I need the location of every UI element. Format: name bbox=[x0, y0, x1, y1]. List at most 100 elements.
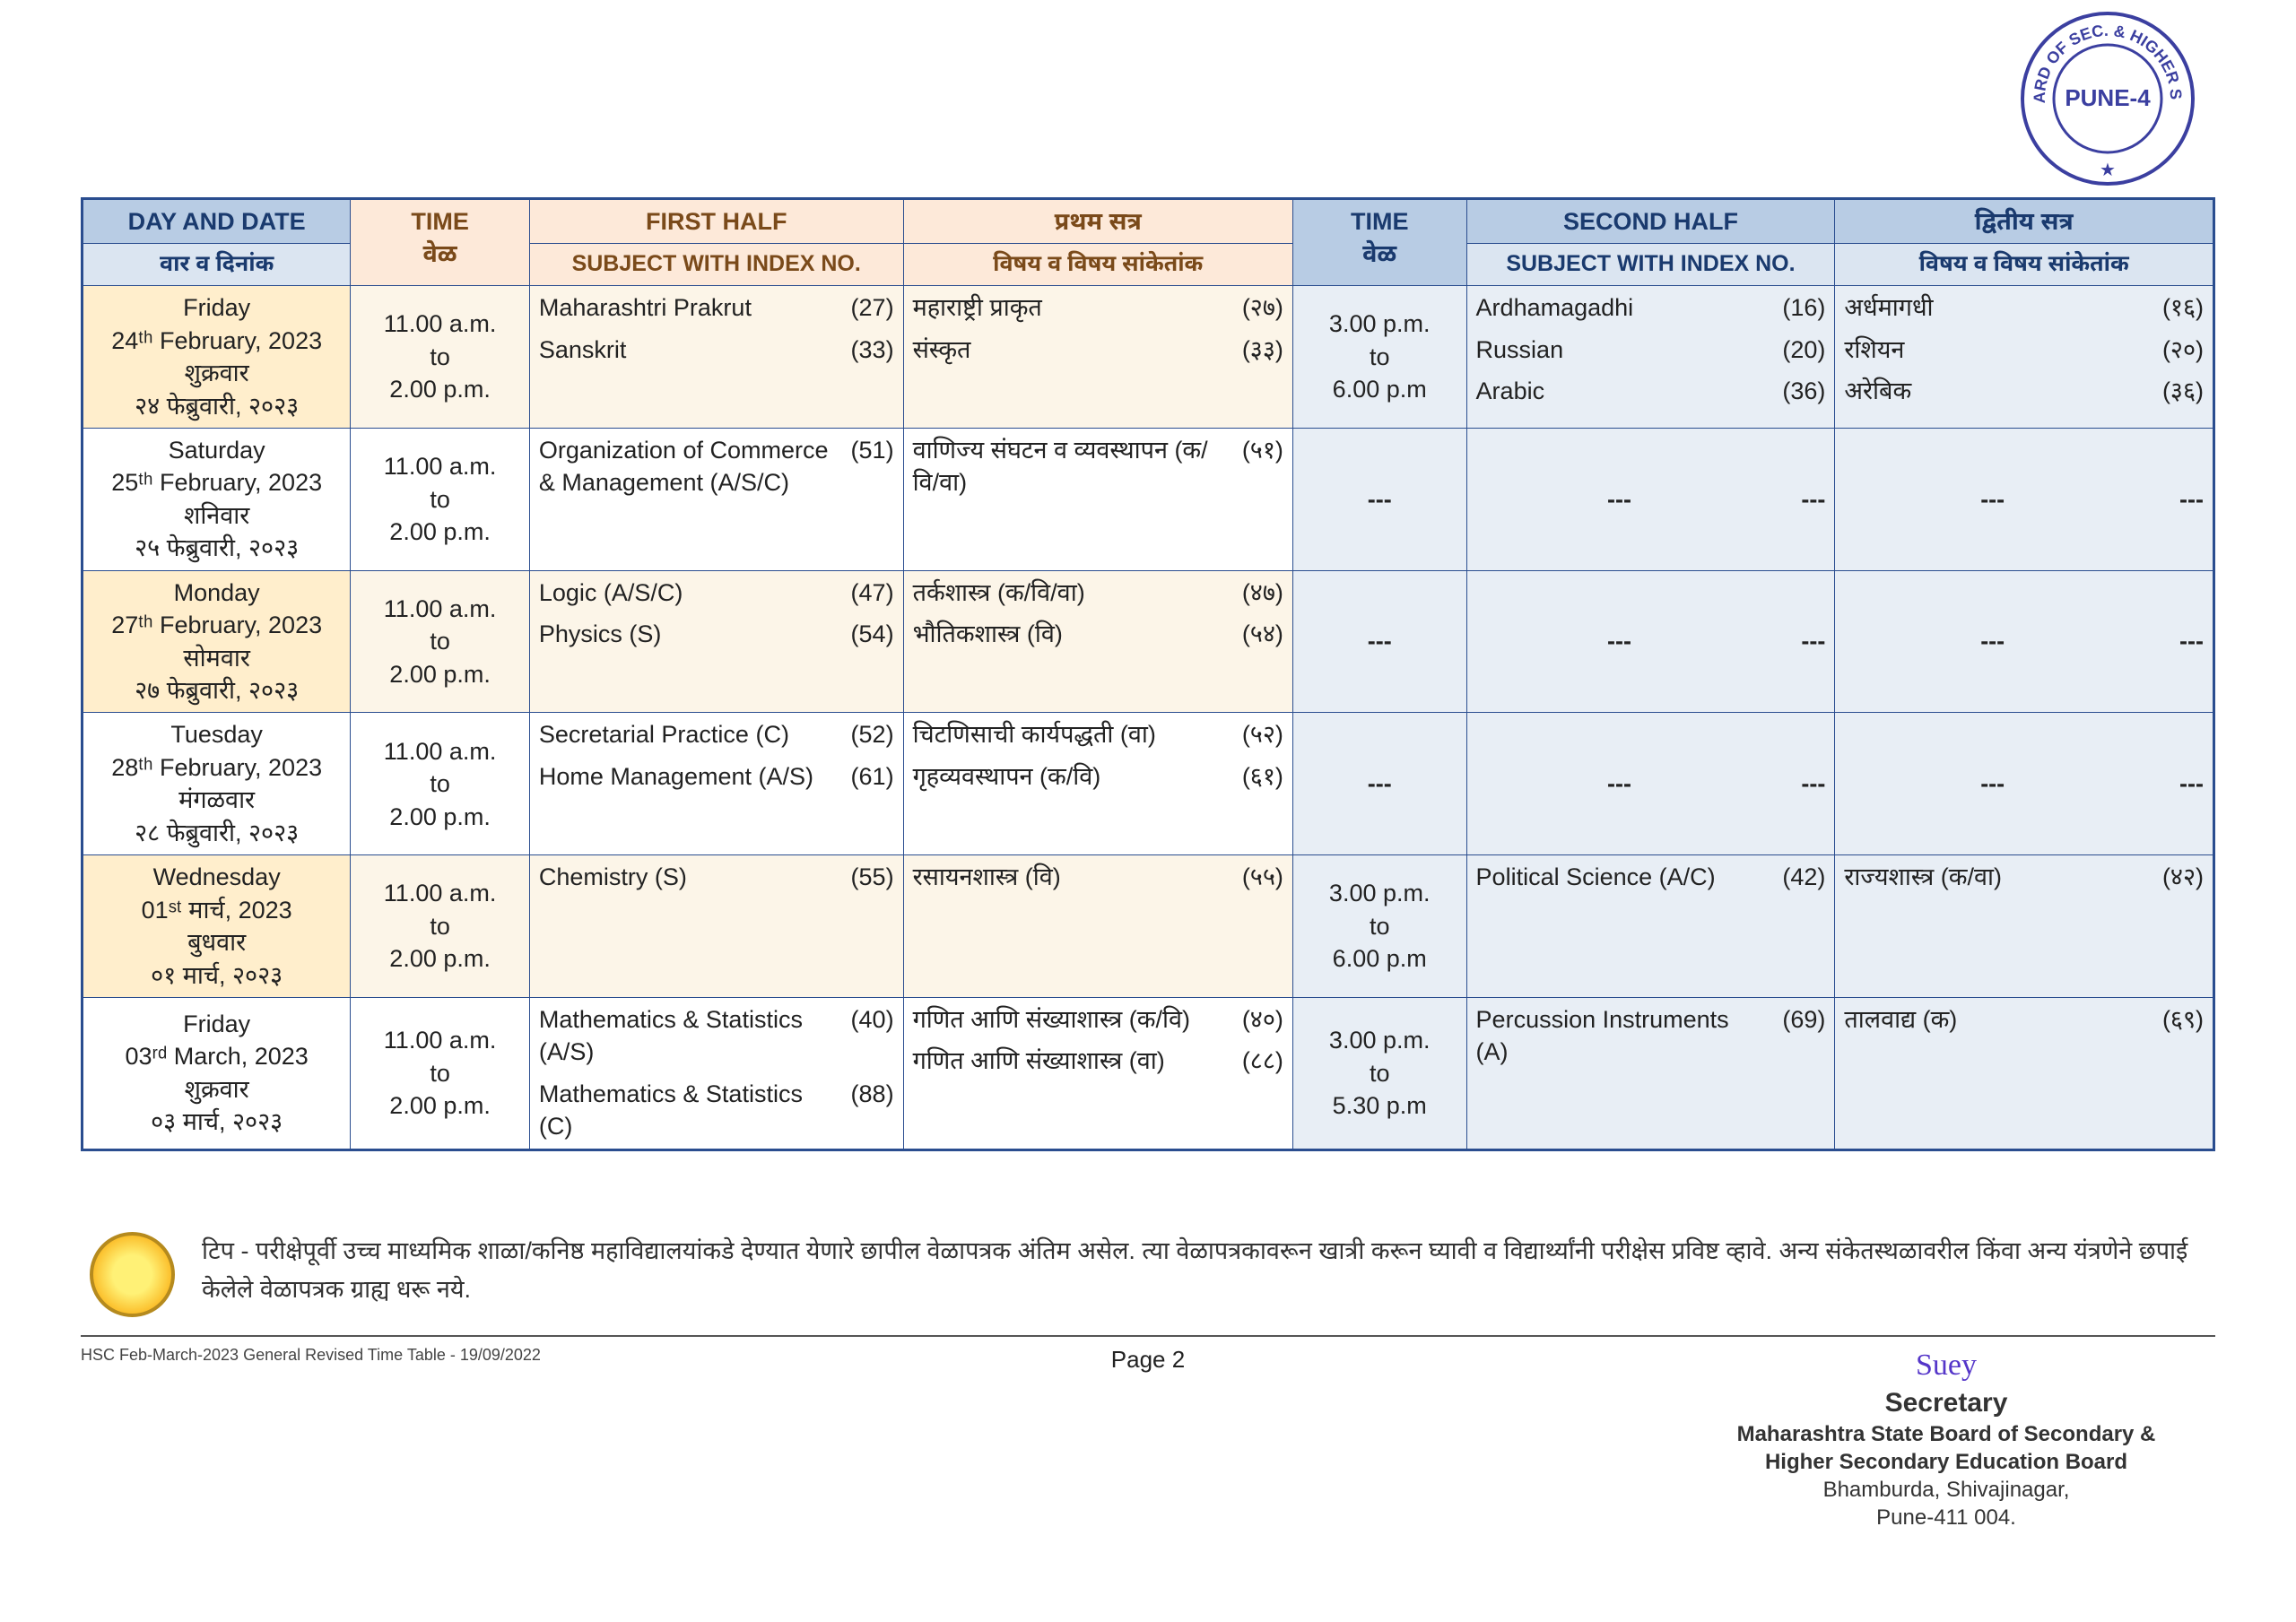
date-cell: Friday03ʳᵈ March, 2023शुक्रवार०३ मार्च, … bbox=[83, 997, 351, 1149]
second-en-empty: ------ bbox=[1466, 713, 1835, 855]
subject-cell: Percussion Instruments (A)(69) bbox=[1466, 997, 1835, 1149]
time1-cell: 11.00 a.m.to2.00 p.m. bbox=[351, 997, 530, 1149]
hdr-secondhalf-mr: द्वितीय सत्र bbox=[1835, 199, 2214, 244]
subject-name: Political Science (A/C) bbox=[1476, 861, 1763, 893]
subject-cell: Political Science (A/C)(42) bbox=[1466, 855, 1835, 998]
subject-cell: Secretarial Practice (C)(52)Home Managem… bbox=[529, 713, 903, 855]
subject-name: Arabic bbox=[1476, 375, 1763, 407]
hdr-time2: TIMEवेळ bbox=[1292, 199, 1466, 286]
time2-cell: 3.00 p.m.to6.00 p.m bbox=[1292, 286, 1466, 429]
subject-index: (३३) bbox=[1221, 334, 1283, 366]
subject-name: Sanskrit bbox=[539, 334, 831, 366]
hdr-subj2-en: SUBJECT WITH INDEX NO. bbox=[1466, 244, 1835, 286]
svg-text:★: ★ bbox=[2100, 160, 2116, 180]
subject-index: (५४) bbox=[1221, 618, 1283, 650]
footer-note: टिप - परीक्षेपूर्वी उच्च माध्यमिक शाळा/क… bbox=[81, 1232, 2215, 1317]
subject-cell: गणित आणि संख्याशास्त्र (क/वि)(४०)गणित आण… bbox=[903, 997, 1292, 1149]
subject-cell: वाणिज्य संघटन व व्यवस्थापन (क/वि/वा)(५१) bbox=[903, 428, 1292, 570]
second-mr-empty: ------ bbox=[1835, 570, 2214, 713]
subject-name: भौतिकशास्त्र (वि) bbox=[913, 618, 1221, 650]
time2-empty: --- bbox=[1292, 428, 1466, 570]
subject-index: (52) bbox=[831, 718, 894, 750]
table-row: Friday24ᵗʰ February, 2023शुक्रवार२४ फेब्… bbox=[83, 286, 2214, 429]
hdr-time1: TIMEवेळ bbox=[351, 199, 530, 286]
subject-name: Home Management (A/S) bbox=[539, 760, 831, 793]
subject-index: (४०) bbox=[1221, 1003, 1283, 1036]
divider bbox=[81, 1335, 2215, 1337]
subject-index: (२७) bbox=[1221, 291, 1283, 324]
hdr-subj2-mr: विषय व विषय सांकेतांक bbox=[1835, 244, 2214, 286]
subject-index: (५२) bbox=[1221, 718, 1283, 750]
subject-name: Maharashtri Prakrut bbox=[539, 291, 831, 324]
subject-cell: Organization of Commerce & Management (A… bbox=[529, 428, 903, 570]
seal-icon bbox=[90, 1232, 175, 1317]
subject-index: (69) bbox=[1762, 1003, 1825, 1069]
subject-cell: महाराष्ट्री प्राकृत(२७)संस्कृत(३३) bbox=[903, 286, 1292, 429]
subject-name: Mathematics & Statistics (A/S) bbox=[539, 1003, 831, 1069]
subject-index: (55) bbox=[831, 861, 894, 893]
subject-name: गृहव्यवस्थापन (क/वि) bbox=[913, 760, 1221, 793]
hdr-subj1-mr: विषय व विषय सांकेतांक bbox=[903, 244, 1292, 286]
subject-name: रशियन bbox=[1844, 334, 2141, 366]
time1-cell: 11.00 a.m.to2.00 p.m. bbox=[351, 713, 530, 855]
table-row: Monday27ᵗʰ February, 2023सोमवार२७ फेब्रु… bbox=[83, 570, 2214, 713]
second-mr-empty: ------ bbox=[1835, 713, 2214, 855]
subject-name: Organization of Commerce & Management (A… bbox=[539, 434, 831, 499]
date-cell: Monday27ᵗʰ February, 2023सोमवार२७ फेब्रु… bbox=[83, 570, 351, 713]
date-cell: Tuesday28ᵗʰ February, 2023मंगळवार२८ फेब्… bbox=[83, 713, 351, 855]
subject-name: Percussion Instruments (A) bbox=[1476, 1003, 1763, 1069]
subject-name: Chemistry (S) bbox=[539, 861, 831, 893]
time2-cell: 3.00 p.m.to6.00 p.m bbox=[1292, 855, 1466, 998]
subject-cell: Ardhamagadhi(16)Russian(20)Arabic(36) bbox=[1466, 286, 1835, 429]
subject-index: (२०) bbox=[2141, 334, 2204, 366]
table-row: Saturday25ᵗʰ February, 2023शनिवार२५ फेब्… bbox=[83, 428, 2214, 570]
time2-cell: 3.00 p.m.to5.30 p.m bbox=[1292, 997, 1466, 1149]
subject-index: (27) bbox=[831, 291, 894, 324]
doc-id: HSC Feb-March-2023 General Revised Time … bbox=[81, 1346, 619, 1365]
subject-cell: तालवाद्य (क)(६९) bbox=[1835, 997, 2214, 1149]
footer-text: टिप - परीक्षेपूर्वी उच्च माध्यमिक शाळा/क… bbox=[202, 1232, 2206, 1309]
second-en-empty: ------ bbox=[1466, 570, 1835, 713]
subject-index: (40) bbox=[831, 1003, 894, 1069]
subject-name: तालवाद्य (क) bbox=[1844, 1003, 2141, 1036]
second-en-empty: ------ bbox=[1466, 428, 1835, 570]
subject-index: (४२) bbox=[2141, 861, 2204, 893]
subject-name: Russian bbox=[1476, 334, 1763, 366]
subject-name: Secretarial Practice (C) bbox=[539, 718, 831, 750]
subject-cell: Chemistry (S)(55) bbox=[529, 855, 903, 998]
date-cell: Saturday25ᵗʰ February, 2023शनिवार२५ फेब्… bbox=[83, 428, 351, 570]
subject-cell: Mathematics & Statistics (A/S)(40)Mathem… bbox=[529, 997, 903, 1149]
subject-cell: Maharashtri Prakrut(27)Sanskrit(33) bbox=[529, 286, 903, 429]
time2-empty: --- bbox=[1292, 713, 1466, 855]
subject-name: चिटणिसाची कार्यपद्धती (वा) bbox=[913, 718, 1221, 750]
hdr-daydate: DAY AND DATE bbox=[83, 199, 351, 244]
subject-index: (47) bbox=[831, 577, 894, 609]
date-cell: Wednesday01ˢᵗ मार्च, 2023बुधवार०१ मार्च,… bbox=[83, 855, 351, 998]
subject-index: (88) bbox=[831, 1078, 894, 1143]
subject-index: (61) bbox=[831, 760, 894, 793]
subject-name: Logic (A/S/C) bbox=[539, 577, 831, 609]
table-row: Wednesday01ˢᵗ मार्च, 2023बुधवार०१ मार्च,… bbox=[83, 855, 2214, 998]
subject-name: Mathematics & Statistics (C) bbox=[539, 1078, 831, 1143]
date-cell: Friday24ᵗʰ February, 2023शुक्रवार२४ फेब्… bbox=[83, 286, 351, 429]
subject-index: (१६) bbox=[2141, 291, 2204, 324]
svg-text:PUNE-4: PUNE-4 bbox=[2065, 84, 2151, 111]
subject-index: (33) bbox=[831, 334, 894, 366]
subject-cell: चिटणिसाची कार्यपद्धती (वा)(५२)गृहव्यवस्थ… bbox=[903, 713, 1292, 855]
subject-cell: राज्यशास्त्र (क/वा)(४२) bbox=[1835, 855, 2214, 998]
time1-cell: 11.00 a.m.to2.00 p.m. bbox=[351, 570, 530, 713]
hdr-firsthalf-mr: प्रथम सत्र bbox=[903, 199, 1292, 244]
subject-name: Physics (S) bbox=[539, 618, 831, 650]
subject-index: (८८) bbox=[1221, 1045, 1283, 1077]
hdr-daydate-mr: वार व दिनांक bbox=[83, 244, 351, 286]
subject-index: (42) bbox=[1762, 861, 1825, 893]
subject-index: (५५) bbox=[1221, 861, 1283, 893]
time2-empty: --- bbox=[1292, 570, 1466, 713]
subject-cell: अर्धमागधी(१६)रशियन(२०)अरेबिक(३६) bbox=[1835, 286, 2214, 429]
subject-name: Ardhamagadhi bbox=[1476, 291, 1763, 324]
table-row: Friday03ʳᵈ March, 2023शुक्रवार०३ मार्च, … bbox=[83, 997, 2214, 1149]
subject-name: अरेबिक bbox=[1844, 375, 2141, 407]
subject-index: (६१) bbox=[1221, 760, 1283, 793]
subject-index: (16) bbox=[1762, 291, 1825, 324]
timetable: DAY AND DATE TIMEवेळ FIRST HALF प्रथम सत… bbox=[81, 197, 2215, 1151]
